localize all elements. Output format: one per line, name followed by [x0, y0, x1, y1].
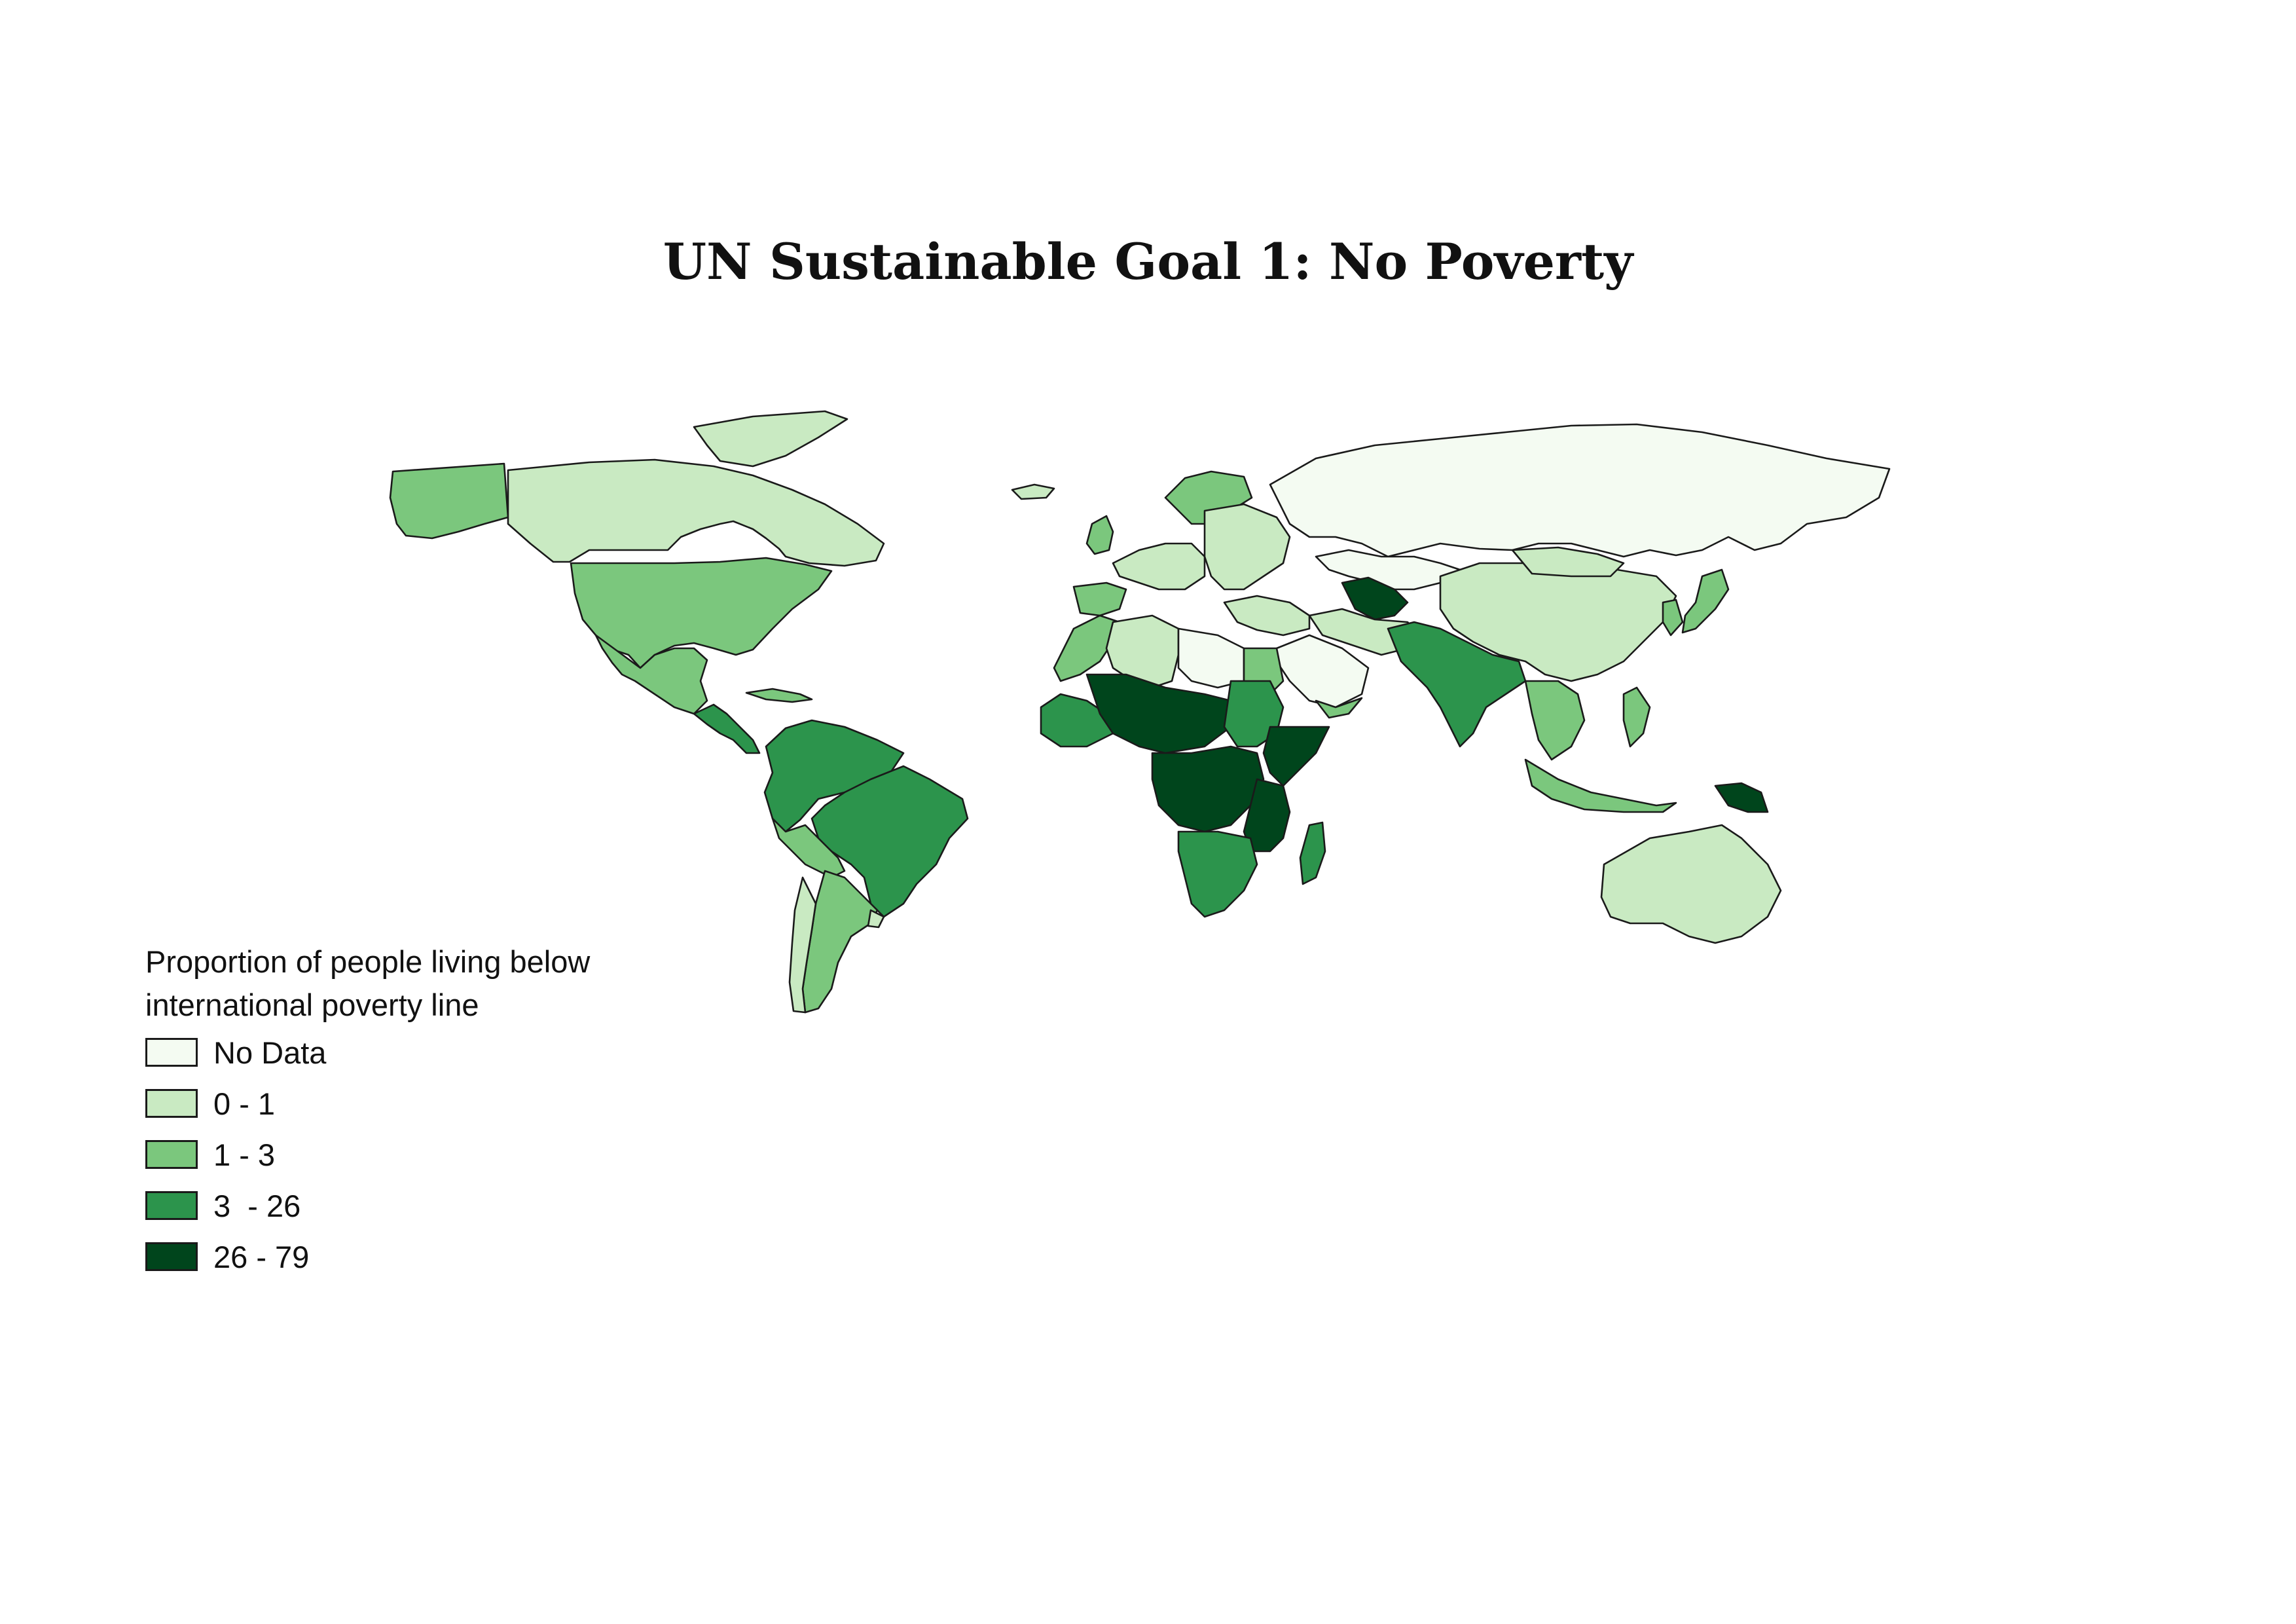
region-mongolia: [1511, 546, 1625, 578]
legend-swatch-0-1: [145, 1089, 198, 1118]
region-saudi-arabia: [1275, 634, 1370, 709]
region-japan: [1681, 568, 1730, 634]
legend-swatch-1-3: [145, 1140, 198, 1169]
region-madagascar: [1299, 821, 1326, 885]
region-alaska: [389, 462, 509, 540]
legend-label-3-26: 3 - 26: [213, 1188, 301, 1223]
region-central-africa: [1151, 745, 1265, 833]
region-chile: [788, 876, 817, 1014]
region-iceland: [1011, 483, 1055, 500]
legend-swatch-no-data: [145, 1038, 198, 1067]
region-greenland: [693, 410, 848, 468]
region-middle-east: [1223, 595, 1311, 637]
region-mexico: [594, 634, 708, 715]
region-canada: [507, 458, 885, 567]
legend-item-0-1: 0 - 1: [145, 1078, 735, 1129]
region-papua-new-guinea: [1714, 782, 1769, 813]
region-british-isles: [1085, 515, 1114, 555]
regions-layer: [389, 410, 1891, 1014]
region-indonesia: [1524, 758, 1677, 813]
region-kazakhstan: [1315, 549, 1461, 591]
legend-item-26-79: 26 - 79: [145, 1231, 735, 1282]
region-southeast-asia: [1524, 680, 1586, 761]
region-australia: [1600, 824, 1782, 944]
legend-label-26-79: 26 - 79: [213, 1239, 310, 1274]
region-philippines: [1622, 686, 1651, 748]
region-central-asia: [1341, 576, 1409, 621]
legend-label-1-3: 1 - 3: [213, 1137, 276, 1172]
legend-swatch-26-79: [145, 1242, 198, 1271]
region-libya: [1177, 627, 1245, 689]
region-korea: [1662, 599, 1684, 637]
legend-swatch-3-26: [145, 1191, 198, 1220]
region-sahel: [1085, 673, 1232, 754]
region-central-america: [693, 703, 761, 754]
region-horn-of-africa: [1262, 726, 1330, 787]
region-russia: [1269, 423, 1891, 558]
legend-item-1-3: 1 - 3: [145, 1129, 735, 1180]
legend-item-no-data: No Data: [145, 1027, 735, 1078]
region-yemen: [1315, 697, 1363, 719]
legend-item-3-26: 3 - 26: [145, 1180, 735, 1231]
legend: Proportion of people living below intern…: [145, 940, 735, 1282]
region-cuba: [745, 688, 813, 703]
region-peru-bolivia: [771, 817, 846, 879]
region-southern-africa: [1177, 830, 1258, 918]
legend-label-0-1: 0 - 1: [213, 1086, 276, 1121]
map-title: UN Sustainable Goal 1: No Poverty: [663, 232, 1633, 291]
legend-label-no-data: No Data: [213, 1035, 327, 1070]
region-argentina: [801, 870, 879, 1014]
region-morocco: [1053, 614, 1121, 682]
region-algeria: [1105, 614, 1180, 689]
region-eastern-europe: [1203, 503, 1291, 591]
region-uruguay: [867, 909, 885, 929]
region-east-africa: [1243, 778, 1291, 853]
region-western-europe: [1112, 542, 1206, 591]
legend-title: Proportion of people living below intern…: [145, 944, 591, 1022]
region-iberia: [1072, 581, 1127, 617]
region-pakistan-india: [1387, 621, 1527, 748]
